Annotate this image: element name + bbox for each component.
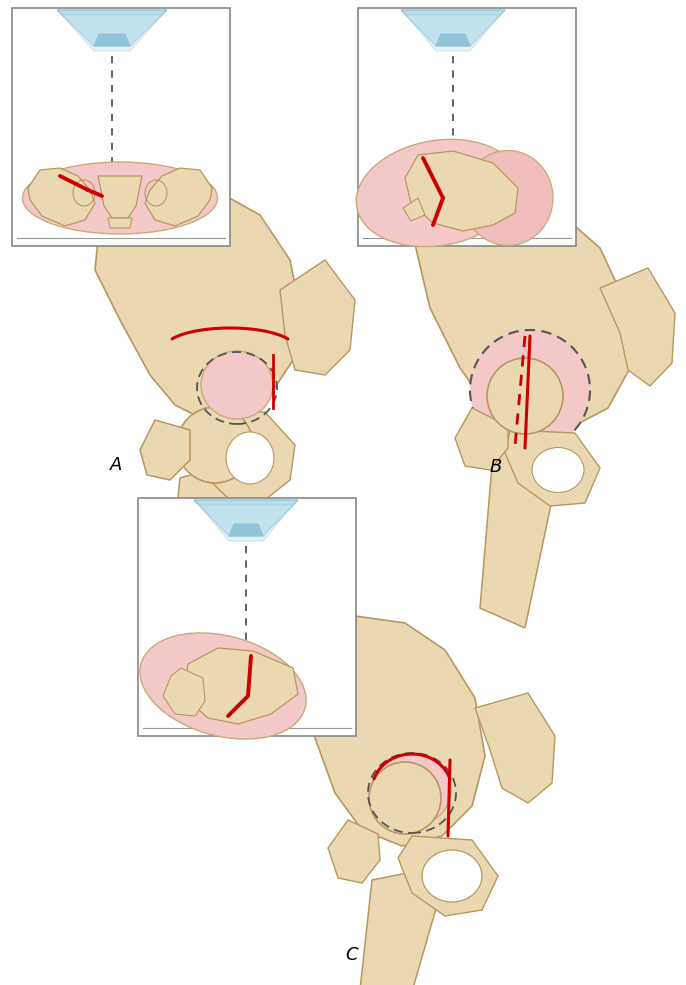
Polygon shape bbox=[183, 648, 298, 724]
Bar bbox=[358, 8, 576, 246]
Polygon shape bbox=[480, 426, 565, 628]
Polygon shape bbox=[505, 430, 600, 506]
Ellipse shape bbox=[140, 633, 306, 739]
Ellipse shape bbox=[226, 432, 274, 484]
Text: C: C bbox=[345, 946, 357, 964]
Polygon shape bbox=[305, 616, 485, 846]
Polygon shape bbox=[165, 468, 235, 640]
Polygon shape bbox=[280, 260, 355, 375]
Ellipse shape bbox=[463, 151, 553, 245]
Circle shape bbox=[487, 358, 563, 434]
Polygon shape bbox=[410, 193, 630, 430]
Polygon shape bbox=[405, 151, 518, 231]
Ellipse shape bbox=[422, 850, 482, 902]
Polygon shape bbox=[57, 10, 167, 46]
Polygon shape bbox=[108, 218, 132, 228]
Polygon shape bbox=[199, 505, 293, 541]
Circle shape bbox=[369, 762, 441, 834]
Polygon shape bbox=[95, 180, 300, 420]
Polygon shape bbox=[328, 820, 380, 883]
Polygon shape bbox=[194, 500, 298, 536]
Polygon shape bbox=[229, 524, 263, 536]
Polygon shape bbox=[62, 15, 162, 51]
Polygon shape bbox=[406, 15, 500, 51]
Ellipse shape bbox=[532, 447, 584, 492]
Polygon shape bbox=[195, 412, 295, 500]
Polygon shape bbox=[28, 168, 95, 226]
Circle shape bbox=[177, 407, 253, 483]
Polygon shape bbox=[398, 836, 498, 916]
Text: A: A bbox=[110, 456, 122, 474]
Polygon shape bbox=[145, 168, 212, 226]
Text: B: B bbox=[490, 458, 502, 476]
Ellipse shape bbox=[373, 754, 451, 826]
Polygon shape bbox=[403, 198, 425, 221]
Polygon shape bbox=[140, 420, 190, 480]
Polygon shape bbox=[358, 870, 442, 985]
Ellipse shape bbox=[201, 351, 273, 419]
Polygon shape bbox=[436, 34, 470, 46]
Bar bbox=[12, 8, 230, 246]
Polygon shape bbox=[98, 176, 142, 218]
Polygon shape bbox=[600, 268, 675, 386]
Ellipse shape bbox=[23, 162, 217, 234]
Polygon shape bbox=[163, 668, 205, 716]
Bar bbox=[138, 498, 356, 736]
Polygon shape bbox=[401, 10, 505, 46]
Polygon shape bbox=[455, 408, 508, 470]
Circle shape bbox=[470, 330, 590, 450]
Ellipse shape bbox=[356, 139, 520, 246]
Polygon shape bbox=[475, 693, 555, 803]
Polygon shape bbox=[94, 34, 130, 46]
